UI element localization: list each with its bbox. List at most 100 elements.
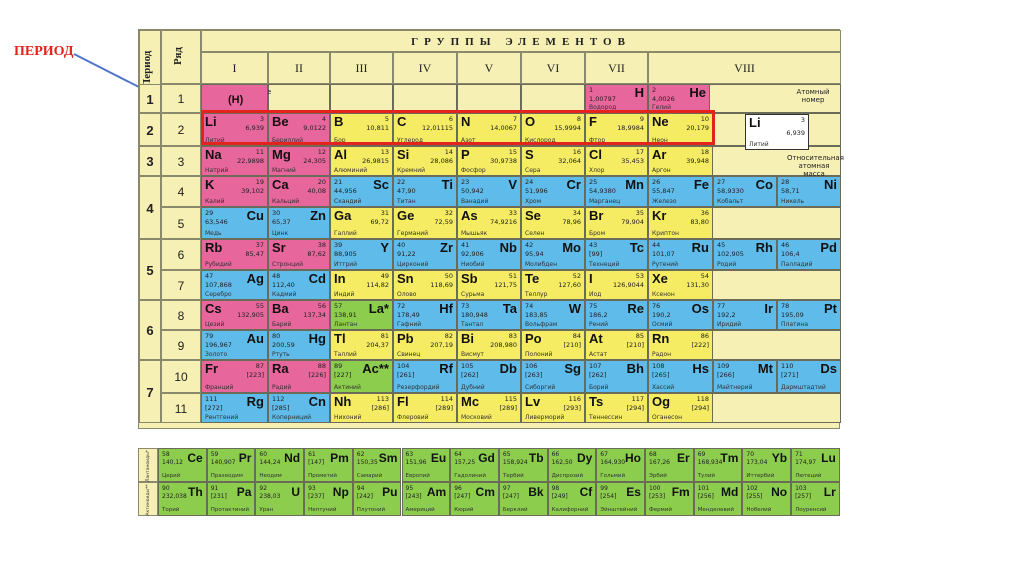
row-number: 7 xyxy=(161,270,201,300)
f-element-name: Иттербий xyxy=(746,473,775,479)
element-symbol: B xyxy=(334,114,344,129)
element-number: 81 xyxy=(380,332,389,340)
f-element-number: 71 xyxy=(795,451,803,458)
element-name: Цезий xyxy=(205,321,225,328)
f-element-number: 101 xyxy=(697,485,710,492)
element-symbol: (H) xyxy=(228,94,244,106)
element-symbol: Zr xyxy=(440,240,453,255)
element-symbol: Pd xyxy=(820,240,837,255)
f-element-symbol: Tm xyxy=(720,451,739,465)
element-number: 9 xyxy=(639,115,644,123)
element-name: Иридий xyxy=(717,321,742,328)
f-element-number: 94 xyxy=(356,485,365,492)
element-symbol: Ta xyxy=(502,301,517,316)
grid-cell xyxy=(521,84,585,113)
period-number: 7 xyxy=(139,360,161,423)
element-mass: [289] xyxy=(435,404,453,412)
element-mass: 30,9738 xyxy=(490,157,517,165)
element-name: Калий xyxy=(205,198,225,205)
element-symbol: O xyxy=(525,114,536,129)
element-rg-cell: Rg 111 [272] Рентгений xyxy=(201,393,268,423)
f-element-symbol: Er xyxy=(677,451,690,465)
element-symbol: Bi xyxy=(461,331,474,346)
f-element-symbol: Md xyxy=(721,485,739,499)
period-number: 3 xyxy=(139,146,161,176)
element-la-cell: La* 57 138,91 Лантан xyxy=(330,300,393,330)
element-o-cell: O 8 15,9994 Кислород xyxy=(521,113,585,146)
f-element-symbol: Nd xyxy=(284,451,301,465)
element-number: 25 xyxy=(589,178,598,186)
element-na-cell: Na 11 22,9898 Натрий xyxy=(201,146,268,176)
element-number: 86 xyxy=(700,332,709,340)
legend-name: Литий xyxy=(749,141,769,148)
element-symbol: Ir xyxy=(764,301,773,316)
element-number: 77 xyxy=(717,302,726,310)
element-mass: [289] xyxy=(499,404,517,412)
element-mass: 138,91 xyxy=(334,311,357,319)
element-name: Серебро xyxy=(205,291,232,298)
element-name: Мышьяк xyxy=(461,230,488,237)
element-symbol: Po xyxy=(525,331,542,346)
element-name: Бериллий xyxy=(272,137,303,144)
element-mass: 196,967 xyxy=(205,341,232,349)
f-element-mass: 151,96 xyxy=(405,459,427,466)
element-name: Цирконий xyxy=(397,261,429,268)
group-header: VII xyxy=(585,52,648,84)
element-mass: [223] xyxy=(246,371,264,379)
element-pt-cell: Pt 78 195,09 Платина xyxy=(777,300,841,330)
group-header: IV xyxy=(393,52,457,84)
element-number: 105 xyxy=(461,362,474,370)
element-name: Кислород xyxy=(525,137,556,144)
element-number: 56 xyxy=(317,302,326,310)
element-fl-cell: Fl 114 [289] Флеровий xyxy=(393,393,457,423)
element-symbol: Te xyxy=(525,271,540,286)
element-mass: 102,905 xyxy=(717,250,744,258)
legend-box: Li 3 6,939 Литий xyxy=(745,114,809,150)
element-name: Цинк xyxy=(272,230,289,237)
f-element-name: Гольмий xyxy=(600,473,626,479)
element-symbol: Zn xyxy=(310,208,326,223)
element-mass: 22,9898 xyxy=(237,157,264,165)
element-mass: 4,0026 xyxy=(652,95,675,103)
element-tl-cell: Tl 81 204,37 Таллий xyxy=(330,330,393,360)
element-name: Нихоний xyxy=(334,414,362,421)
f-element-mass: [254] xyxy=(600,493,617,500)
element-name: Сурьма xyxy=(461,291,485,298)
f-element-cell: 100 [253] Fm Фермий xyxy=(645,482,694,516)
element-number: 112 xyxy=(272,395,285,403)
f-element-cell: 70 173,04 Yb Иттербий xyxy=(742,448,792,482)
row-number: 9 xyxy=(161,330,201,360)
element-symbol: P xyxy=(461,147,470,162)
element-number: 104 xyxy=(397,362,410,370)
f-element-mass: 173,04 xyxy=(746,459,768,466)
element-name: Сиборгий xyxy=(525,384,556,391)
element-symbol: Li xyxy=(205,114,217,129)
element-name: Фтор xyxy=(589,137,606,144)
element-ds-cell: Ds 110 [271] Дармштадтий xyxy=(777,360,841,393)
f-element-name: Эйнштейний xyxy=(600,507,638,513)
element-mass: [263] xyxy=(525,371,543,379)
element-number: 107 xyxy=(589,362,602,370)
element-mass: 40,08 xyxy=(307,187,326,195)
element-name: Магний xyxy=(272,167,296,174)
element-number: 87 xyxy=(255,362,264,370)
f-element-mass: [255] xyxy=(746,493,763,500)
element-name: Ртуть xyxy=(272,351,290,358)
element-name: Коперниций xyxy=(272,414,312,421)
element-sb-cell: Sb 51 121,75 Сурьма xyxy=(457,270,521,300)
element-sc-cell: Sc 21 44,956 Скандий xyxy=(330,176,393,207)
f-element-cell: 97 [247] Bk Берклий xyxy=(498,482,548,516)
element-tc-cell: Tc 43 [99] Технеций xyxy=(585,239,648,270)
f-element-cell: 95 [243] Am Америций xyxy=(401,482,451,516)
legend-atomic-number: Атомный номер xyxy=(796,88,830,104)
element-symbol: Al xyxy=(334,147,347,162)
element-name: Молибден xyxy=(525,261,558,268)
f-element-name: Гадолиний xyxy=(454,473,486,479)
element-symbol: Ba xyxy=(272,301,289,316)
element-mass: 95,94 xyxy=(525,250,544,258)
element-bh-cell: Bh 107 [262] Борий xyxy=(585,360,648,393)
f-element-mass: [257] xyxy=(795,493,812,500)
element-s-cell: S 16 32,064 Сера xyxy=(521,146,585,176)
element-symbol: Hs xyxy=(692,361,709,376)
